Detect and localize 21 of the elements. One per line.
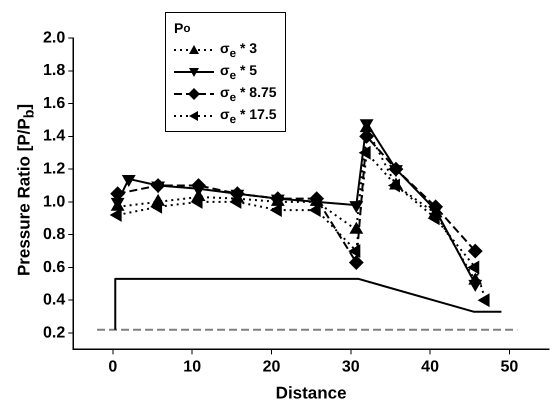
y-tick-label: 0.6: [42, 258, 66, 276]
x-axis-title: Distance: [276, 383, 347, 402]
x-tick-label: 40: [421, 358, 440, 376]
legend-label: σ$_{e}$ * 3: [220, 40, 258, 60]
y-tick-label: 1.4: [42, 128, 66, 145]
legend-label: σ$_{e}$ * 17.5: [220, 106, 277, 126]
y-tick-label: 2.0: [42, 29, 66, 46]
x-tick-label: 50: [500, 358, 518, 376]
x-tick-label: 0: [108, 358, 118, 376]
y-tick-label: 1.0: [42, 193, 66, 210]
x-tick-label: 20: [262, 358, 280, 376]
y-tick-label: 1.8: [42, 62, 66, 80]
legend-label: σ$_{e}$ * 5: [220, 62, 258, 82]
y-tick-label: 0.2: [42, 324, 66, 342]
legend-label: σ$_{e}$ * 8.75: [220, 84, 277, 104]
y-tick-label: 0.8: [42, 226, 66, 244]
x-tick-label: 10: [183, 358, 202, 376]
x-tick-label: 30: [342, 358, 360, 376]
y-tick-label: 0.4: [42, 292, 66, 309]
y-tick-label: 1.2: [42, 160, 66, 178]
y-tick-label: 1.6: [42, 94, 66, 112]
